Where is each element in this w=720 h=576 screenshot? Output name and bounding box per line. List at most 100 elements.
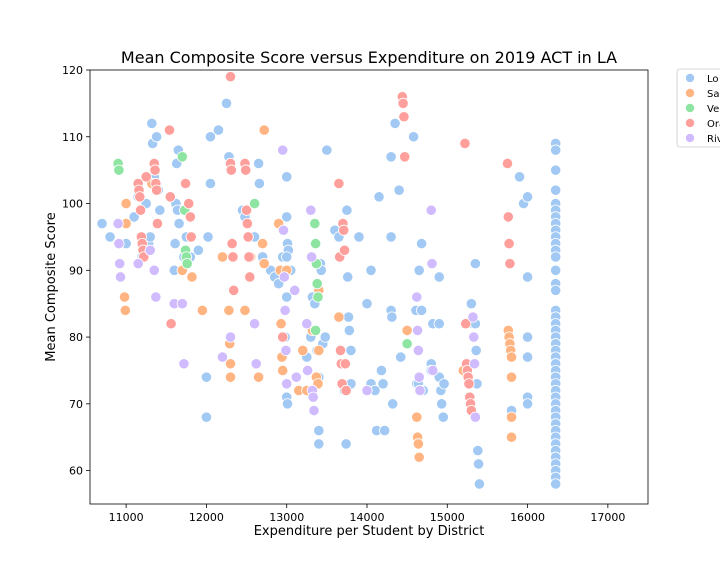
data-point [179,177,192,190]
data-point [338,244,351,256]
data-point [505,411,518,423]
data-point [204,177,217,190]
data-point [297,344,309,357]
data-point [200,371,213,383]
data-point [389,117,401,130]
data-point [185,231,197,243]
data-point [460,318,472,330]
data-point [311,278,323,290]
data-point [413,371,425,383]
data-point [413,264,425,276]
data-point [228,284,240,296]
data-point [200,411,213,423]
data-point [343,324,355,336]
data-point [313,424,325,437]
data-point [321,144,333,156]
data-point [279,304,291,316]
data-point [150,291,162,303]
data-point [144,244,156,256]
y-axis-label: Mean Composite Score [44,212,59,361]
y-tick-label: 100 [62,198,83,211]
data-point [281,251,293,263]
series-ve [112,151,413,350]
data-point [253,177,266,190]
data-point [253,157,265,170]
data-point [473,478,485,490]
data-point [248,197,261,210]
data-point [313,438,325,450]
data-point [104,231,116,243]
data-point [411,291,423,303]
data-point [224,358,237,370]
data-point [313,344,325,357]
y-tick-label: 90 [69,264,83,277]
data-point [338,224,350,236]
data-point [377,378,389,390]
legend-box [676,68,720,148]
data-point [281,378,293,390]
data-point [503,238,515,250]
data-point [361,298,373,310]
data-point [387,398,399,410]
x-tick-label: 13000 [269,511,304,524]
data-point [333,311,345,323]
data-point [361,384,373,397]
data-point [178,358,190,370]
data-point [550,478,562,490]
data-point [224,371,237,383]
y-tick-label: 60 [69,465,83,478]
legend-label: Ve [707,104,719,115]
data-point [281,171,293,183]
data-point [550,264,562,276]
data-point [469,258,481,270]
data-point [375,364,388,377]
data-point [463,378,475,390]
data-point [521,351,534,363]
data-point [134,191,146,203]
data-point [120,197,132,210]
data-point [521,271,534,283]
data-point [248,318,261,330]
y-tick-label: 110 [62,131,83,144]
data-point [220,97,233,109]
legend-marker [685,133,695,143]
data-point [399,151,411,163]
data-point [472,444,484,457]
data-point [305,204,317,216]
data-point [281,291,293,303]
chart-title: Mean Composite Score versus Expenditure … [121,48,617,67]
data-point [398,111,410,123]
legend-label: Riv [707,134,720,145]
data-point [401,338,413,350]
data-point [112,217,124,230]
data-point [176,298,188,310]
data-point [340,384,352,397]
data-point [397,97,409,109]
data-point [275,318,287,330]
data-point [164,191,176,203]
data-point [301,318,313,330]
data-point [468,331,480,343]
data-point [223,304,235,316]
data-point [319,331,331,343]
data-point [202,231,214,243]
data-point [341,204,353,216]
data-point [425,204,437,216]
data-point [414,384,426,397]
data-point [342,311,355,323]
data-point [258,124,270,136]
data-point [333,177,345,190]
data-point [140,171,152,183]
data-point [310,238,322,250]
data-point [353,231,365,243]
data-point [227,251,239,263]
data-point [550,251,562,263]
data-point [342,271,354,283]
x-axis-label: Expenditure per Student by District [254,524,485,539]
data-point [114,271,127,283]
data-point [345,344,357,357]
legend-marker [685,88,695,98]
data-point [183,197,195,210]
data-point [240,204,253,216]
data-point [216,251,229,263]
